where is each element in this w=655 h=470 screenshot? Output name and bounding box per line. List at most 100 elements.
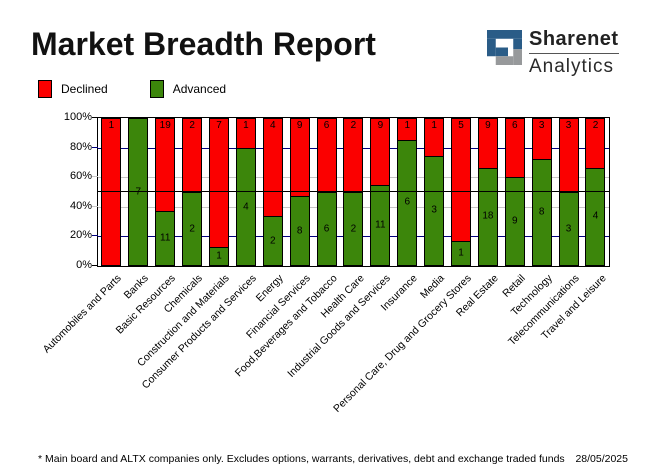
advanced-count-label: 18: [482, 210, 494, 222]
advanced-segment: [344, 192, 363, 265]
declined-count-label: 9: [377, 120, 384, 131]
y-axis-label-80: 80%: [69, 140, 92, 153]
advanced-count-label: 8: [296, 225, 303, 237]
advanced-count-label: 11: [160, 232, 171, 244]
bar-slot: 7: [125, 118, 152, 266]
y-axis-tick: [92, 176, 98, 178]
advanced-count-label: 4: [243, 201, 249, 213]
advanced-count-label: 11: [375, 219, 386, 231]
advanced-segment: [532, 158, 551, 265]
declined-count-label: 3: [565, 120, 572, 131]
advanced-count-label: 8: [538, 206, 545, 218]
fifty-percent-line: [98, 191, 609, 192]
advanced-segment: [183, 192, 202, 265]
declined-count-label: 7: [216, 120, 222, 131]
plot-area: 1 7 19 11 2 2 7 1 1 4 4 2 9 8 6 6 2 2 9 11 1 6 1 3 5 1 9 18 6 9 3 8 3 3 2 4: [97, 117, 610, 267]
y-axis-tick: [92, 235, 98, 237]
declined-count-label: 4: [270, 120, 276, 131]
y-axis-tick: [92, 265, 98, 266]
bar-slot: 9 11: [367, 118, 394, 266]
declined-count-label: 19: [159, 120, 171, 131]
advanced-count-label: 4: [592, 210, 599, 222]
logo-line2: Analytics: [529, 56, 615, 77]
bar-basic-resources: 19 11: [155, 118, 176, 266]
advanced-count-label: 2: [189, 223, 195, 234]
advanced-count-label: 1: [458, 247, 464, 259]
y-axis-label-60: 60%: [69, 170, 92, 183]
bar-slot: 9 18: [474, 118, 501, 266]
advanced-segment: [156, 211, 175, 265]
advanced-segment: [317, 192, 336, 265]
y-axis-tick: [92, 117, 98, 118]
advanced-segment: [478, 167, 497, 265]
y-axis-label-0: 0%: [76, 259, 92, 271]
advanced-count-label: 7: [135, 186, 142, 198]
page-title: Market Breadth Report: [31, 26, 376, 62]
y-axis-label-20: 20%: [69, 229, 92, 242]
advanced-segment: [236, 148, 255, 265]
advanced-segment: [371, 184, 390, 265]
declined-count-label: 9: [296, 120, 303, 131]
report-date: 28/05/2025: [575, 453, 628, 465]
legend-label-declined: Declined: [61, 82, 108, 96]
declined-count-label: 1: [431, 120, 437, 131]
bar-industrial-goods-and-services: 9 11: [370, 118, 391, 266]
y-axis-label-40: 40%: [69, 199, 92, 212]
declined-count-label: 1: [243, 120, 249, 131]
legend-item-declined: Declined: [38, 80, 108, 98]
advanced-segment: [452, 240, 471, 265]
y-axis-tick: [92, 205, 98, 207]
legend: Declined Advanced: [38, 80, 268, 98]
footnote: * Main board and ALTX companies only. Ex…: [38, 453, 565, 465]
declined-count-label: 6: [512, 120, 518, 131]
advanced-swatch-icon: [149, 80, 164, 98]
advanced-segment: [398, 139, 417, 265]
declined-count-label: 2: [592, 120, 599, 131]
advanced-count-label: 6: [404, 196, 411, 208]
bar-slot: 1: [98, 118, 125, 266]
declined-count-label: 3: [538, 120, 545, 131]
declined-count-label: 9: [485, 120, 491, 131]
logo-line1: Sharenet: [529, 28, 619, 54]
advanced-segment: [505, 177, 524, 265]
advanced-segment: [586, 167, 605, 265]
declined-count-label: 6: [323, 120, 330, 131]
bar-real-estate: 9 18: [477, 118, 498, 266]
advanced-segment: [425, 155, 444, 265]
declined-count-label: 1: [108, 120, 115, 131]
y-axis-tick: [92, 146, 98, 148]
y-axis-label-100: 100%: [63, 111, 92, 123]
advanced-segment: [290, 196, 309, 265]
advanced-segment: [210, 246, 228, 265]
legend-label-advanced: Advanced: [172, 82, 227, 96]
sharenet-logo: Sharenet Analytics: [487, 28, 619, 78]
advanced-count-label: 9: [512, 215, 518, 227]
bar-automobiles-and-parts: 1: [101, 118, 122, 266]
